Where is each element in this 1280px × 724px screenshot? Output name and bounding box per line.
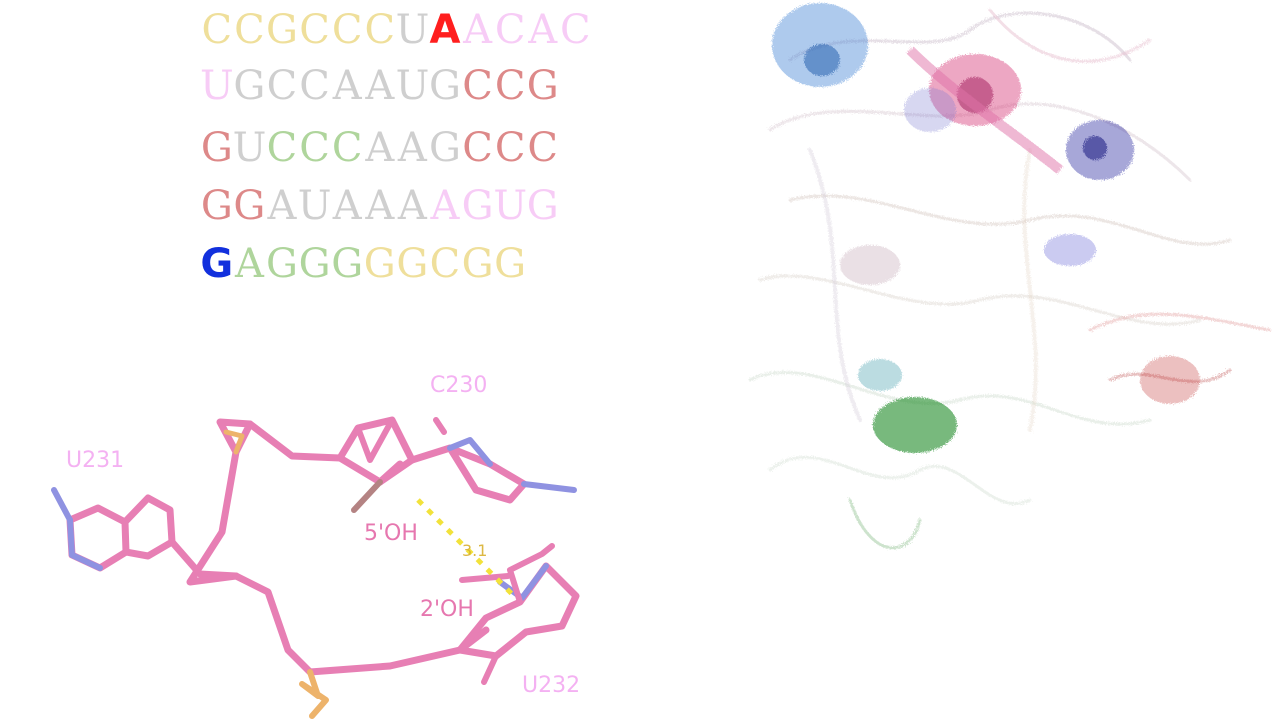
highlighted-regions bbox=[772, 3, 1200, 453]
nucleotide: G bbox=[363, 241, 396, 287]
hydrogen-bond bbox=[416, 498, 518, 600]
c230-base bbox=[408, 444, 528, 504]
nucleotide: C bbox=[429, 241, 461, 287]
nucleotide: A bbox=[332, 63, 362, 109]
nucleotide: A bbox=[332, 183, 362, 229]
nucleotide: C bbox=[527, 125, 558, 171]
nucleotide: G bbox=[494, 241, 526, 287]
nucleotide: U bbox=[395, 63, 430, 109]
nucleotide: A bbox=[397, 183, 427, 229]
backbone-upper bbox=[246, 420, 404, 486]
nucleotide: A bbox=[397, 125, 427, 171]
nucleotide: U bbox=[232, 125, 267, 171]
nucleotide: A bbox=[365, 63, 394, 109]
nucleotide: A bbox=[430, 183, 460, 229]
nucleotide: G bbox=[428, 63, 461, 109]
nucleotide: C bbox=[462, 63, 493, 109]
nucleotide: C bbox=[266, 125, 298, 171]
nucleotide: G bbox=[200, 125, 233, 171]
nucleotide: U bbox=[297, 183, 332, 229]
red-region bbox=[1140, 356, 1200, 404]
c230-base-blue bbox=[447, 437, 493, 467]
nucleotide: G bbox=[200, 241, 233, 287]
sequence-row: UGCCA AUGCCG bbox=[200, 64, 559, 114]
label-c230: C230 bbox=[430, 373, 487, 398]
c230-sugar-front bbox=[355, 417, 395, 463]
nucleotide: C bbox=[462, 125, 493, 171]
nucleotide: G bbox=[298, 241, 331, 287]
nucleotide: G bbox=[266, 241, 298, 287]
nucleotide: U bbox=[493, 183, 527, 229]
nucleotide: G bbox=[266, 7, 298, 53]
sequence-row: CCGCCCUAACAC bbox=[200, 8, 591, 58]
nucleotide: C bbox=[234, 7, 265, 53]
nucleotide: U bbox=[200, 63, 234, 109]
label-u232: U232 bbox=[522, 673, 580, 698]
u232-ring-blue bbox=[497, 563, 549, 601]
nucleotide: C bbox=[494, 7, 526, 53]
nucleotide: G bbox=[461, 241, 494, 287]
tertiary-structure-panel bbox=[730, 0, 1280, 600]
nucleotide: G bbox=[428, 125, 461, 171]
sequence-panel: CCGCCCUAACAC UGCCA AUGCCG GUCCCA AGCCC GGAUA A… bbox=[200, 8, 630, 288]
nucleotide: G bbox=[200, 183, 233, 229]
label-5oh: 5'OH bbox=[364, 521, 418, 546]
nucleotide: C bbox=[299, 7, 330, 53]
c230-amino bbox=[521, 481, 577, 493]
nucleotide: C bbox=[494, 125, 526, 171]
pink-ribbon bbox=[906, 46, 1064, 174]
nucleotide: C bbox=[266, 63, 298, 109]
sequence-row: GGAUA A A AGUG bbox=[200, 184, 559, 234]
u232-2oh bbox=[459, 573, 511, 583]
label-2oh: 2'OH bbox=[420, 597, 474, 622]
nucleotide: C bbox=[299, 63, 330, 109]
nucleotide: A bbox=[528, 7, 557, 53]
nucleotide: C bbox=[331, 125, 363, 171]
nucleotide: U bbox=[395, 7, 430, 53]
u232-top bbox=[507, 543, 555, 605]
nucleotide: G bbox=[233, 183, 265, 229]
nucleotide: C bbox=[560, 7, 591, 53]
phosphate-top bbox=[223, 429, 245, 455]
backbone-lower bbox=[232, 572, 490, 676]
label-u231: U231 bbox=[66, 448, 124, 473]
nucleotide-structure-panel: C230 U231 U232 5'OH 2'OH 3.1 bbox=[40, 360, 600, 720]
nucleotide: G bbox=[396, 241, 428, 287]
u232-ring bbox=[456, 562, 580, 660]
nucleotide: A bbox=[234, 241, 264, 287]
c230-carbonyl bbox=[433, 417, 447, 435]
nucleotide: A bbox=[429, 7, 460, 53]
nucleotide: C bbox=[494, 63, 526, 109]
sequence-row: GAGGGGGCGG bbox=[200, 242, 526, 292]
nucleotide: A bbox=[365, 125, 394, 171]
indigo-region bbox=[1044, 234, 1096, 266]
u231-methyl bbox=[51, 487, 73, 523]
stick-model bbox=[51, 416, 580, 719]
backbone bbox=[186, 418, 254, 586]
nucleotide: A bbox=[267, 183, 297, 229]
nucleotide: G bbox=[461, 183, 494, 229]
nucleotide: A bbox=[463, 7, 492, 53]
nucleotide: C bbox=[364, 7, 395, 53]
nucleotide: G bbox=[331, 241, 363, 287]
mauve-region bbox=[840, 245, 900, 285]
u231-base-second-ring bbox=[121, 494, 176, 560]
u232-tail bbox=[481, 653, 499, 685]
label-distance: 3.1 bbox=[462, 541, 487, 560]
phosphate-left bbox=[299, 669, 329, 719]
violet-region bbox=[904, 88, 956, 132]
green-region bbox=[873, 397, 957, 453]
u231-base-ring-blue bbox=[67, 517, 103, 571]
nucleotide: A bbox=[365, 183, 394, 229]
nucleotide: C bbox=[201, 7, 232, 53]
nucleotide: C bbox=[299, 125, 330, 171]
nucleotide: G bbox=[233, 63, 265, 109]
sequence-row: GUCCCA AGCCC bbox=[200, 126, 559, 176]
nucleotide: G bbox=[526, 63, 559, 109]
nucleotide: C bbox=[331, 7, 363, 53]
nucleotide: G bbox=[526, 183, 559, 229]
c230-5oh bbox=[351, 479, 383, 513]
